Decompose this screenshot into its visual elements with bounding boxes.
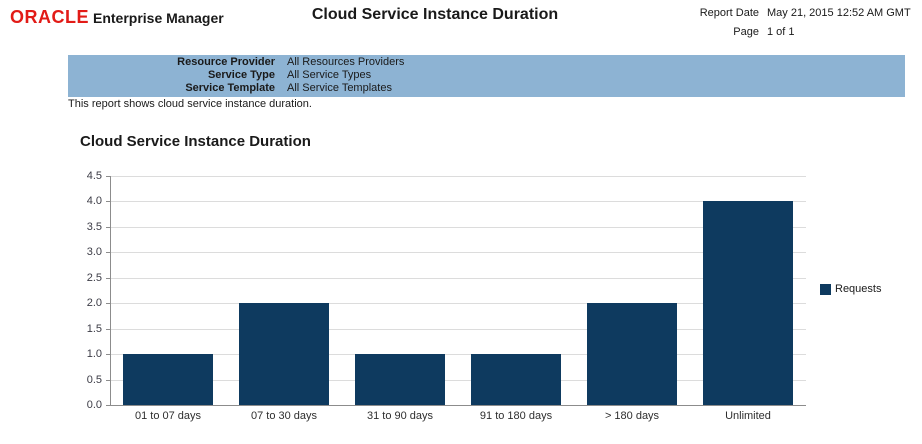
y-axis-tick-label: 2.5 (86, 271, 102, 284)
gridline (110, 252, 806, 254)
x-axis-label: 91 to 180 days (479, 410, 553, 422)
product-name: Enterprise Manager (93, 10, 224, 26)
y-axis-tick-label: 3.0 (86, 246, 102, 259)
parameter-value: All Service Templates (287, 82, 392, 94)
y-axis-tick (106, 176, 110, 177)
x-axis-label: Unlimited (725, 410, 771, 422)
gridline (110, 277, 806, 279)
y-axis-tick-label: 1.0 (86, 348, 102, 361)
report-date-value: May 21, 2015 12:52 AM GMT (767, 7, 911, 19)
gridline (110, 226, 806, 228)
parameter-row: Service Template All Service Templates (68, 82, 905, 95)
report-title: Cloud Service Instance Duration (311, 6, 559, 23)
legend-swatch-requests (820, 283, 831, 295)
bar-01-to-07-days (123, 354, 213, 405)
y-axis-tick-label: 0.5 (86, 373, 102, 386)
bar-91-to-180-days (471, 354, 561, 405)
parameter-value: All Service Types (287, 69, 372, 81)
y-axis-tick-label: 1.5 (86, 322, 102, 335)
y-axis-tick (106, 303, 110, 305)
y-axis-tick (106, 379, 110, 381)
y-axis-tick-label: 4.0 (86, 195, 102, 208)
report-parameters-box: Resource Provider All Resources Provider… (68, 55, 905, 97)
parameter-label: Service Template (185, 82, 275, 94)
x-axis-line (110, 405, 806, 406)
y-axis-tick (106, 354, 110, 356)
parameter-label: Service Type (207, 69, 275, 81)
x-axis-label: > 180 days (604, 410, 660, 422)
parameter-label: Resource Provider (177, 56, 275, 68)
gridline (110, 354, 806, 356)
brand-header: ORACLE Enterprise Manager (10, 7, 224, 28)
y-axis-tick-label: 2.0 (86, 297, 102, 310)
page-number-row: Page 1 of 1 (599, 26, 920, 38)
x-axis-label: 01 to 07 days (134, 410, 202, 422)
bar--180-days (587, 303, 677, 405)
y-axis-tick (106, 277, 110, 279)
parameter-row: Service Type All Service Types (68, 69, 905, 82)
parameter-row: Resource Provider All Resources Provider… (68, 56, 905, 69)
y-axis-tick (106, 405, 110, 406)
y-axis-tick-label: 4.5 (86, 170, 102, 182)
chart-legend: Requests (820, 283, 881, 295)
x-axis-label: 31 to 90 days (366, 410, 434, 422)
x-axis-label: 07 to 30 days (250, 410, 318, 422)
bar-07-to-30-days (239, 303, 329, 405)
y-axis-line (110, 176, 111, 405)
y-axis-tick-label: 0.0 (86, 399, 102, 411)
chart-title: Cloud Service Instance Duration (80, 133, 311, 150)
y-axis-tick-label: 3.5 (86, 220, 102, 233)
report-date-row: Report Date May 21, 2015 12:52 AM GMT (599, 7, 920, 19)
report-description: This report shows cloud service instance… (68, 98, 312, 110)
y-axis-tick (106, 328, 110, 330)
gridline (110, 379, 806, 381)
gridline (110, 328, 806, 330)
gridline (110, 201, 806, 203)
y-axis-tick (106, 252, 110, 254)
y-axis-tick (106, 226, 110, 228)
legend-label-requests: Requests (835, 283, 882, 295)
bar-31-to-90-days (355, 354, 445, 405)
gridline (110, 303, 806, 305)
page-label: Page (733, 26, 759, 38)
report-date-label: Report Date (699, 7, 759, 19)
oracle-logo: ORACLE (10, 7, 89, 27)
gridline (110, 176, 806, 177)
bar-unlimited (703, 201, 793, 405)
y-axis-tick (106, 201, 110, 203)
page-value: 1 of 1 (767, 26, 795, 38)
parameter-value: All Resources Providers (287, 56, 405, 68)
report-info: Report Date May 21, 2015 12:52 AM GMT Pa… (599, 7, 920, 45)
